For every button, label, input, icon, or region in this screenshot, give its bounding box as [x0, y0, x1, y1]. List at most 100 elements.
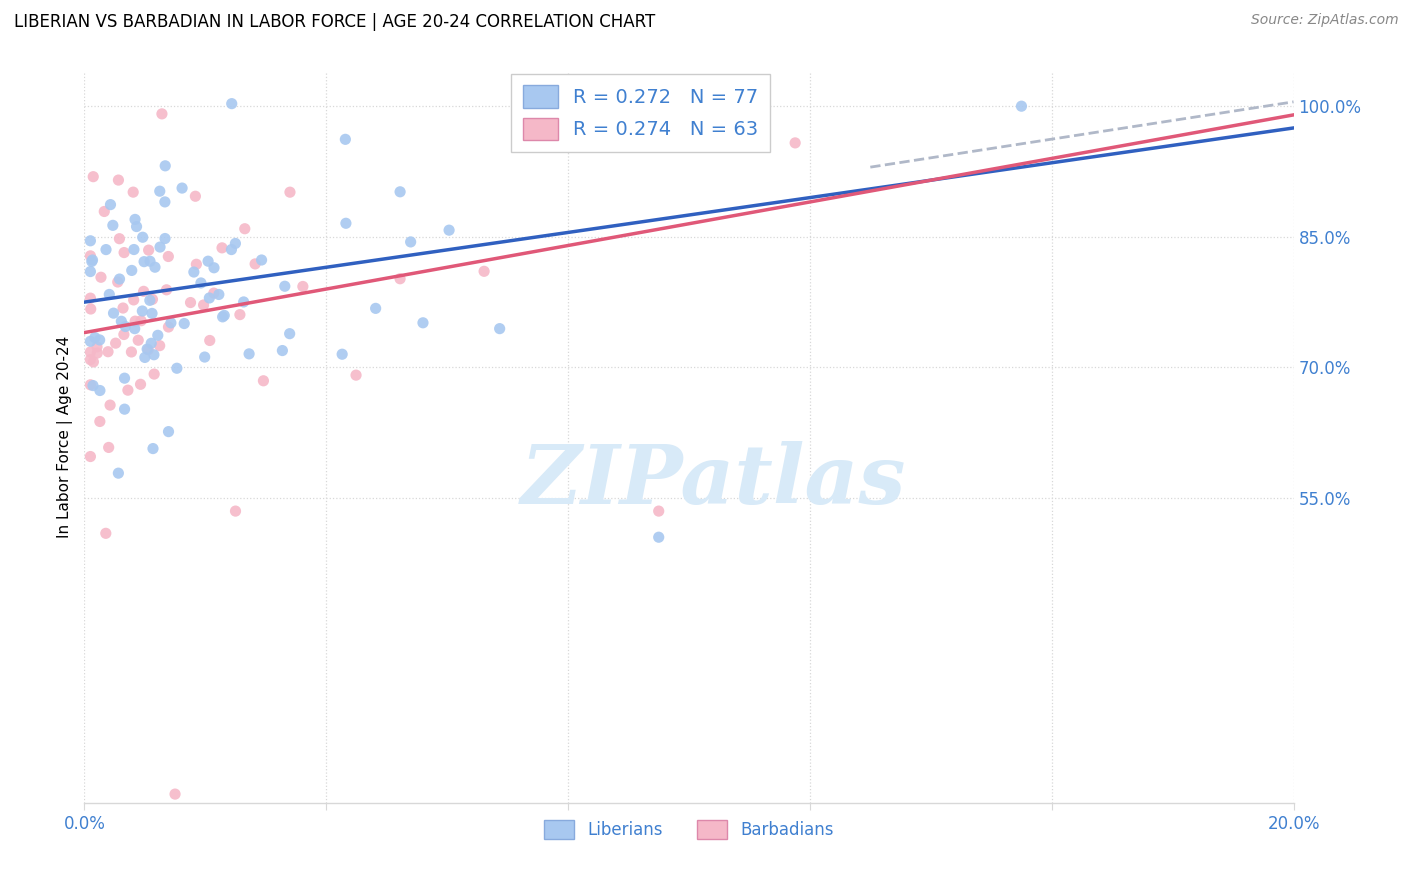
- Point: [186, 257, 208, 271]
- Point: [399, 235, 422, 249]
- Point: [107, 173, 129, 187]
- Point: [172, 181, 194, 195]
- Point: [198, 291, 221, 305]
- Point: [98, 287, 121, 301]
- Point: [157, 250, 180, 264]
- Point: [79, 334, 101, 349]
- Point: [82, 169, 104, 184]
- Point: [149, 240, 172, 254]
- Point: [233, 221, 256, 235]
- Point: [250, 252, 273, 267]
- Point: [648, 530, 671, 544]
- Point: [183, 265, 205, 279]
- Point: [412, 316, 434, 330]
- Point: [94, 526, 117, 541]
- Point: [122, 293, 145, 307]
- Point: [193, 298, 215, 312]
- Point: [80, 301, 103, 316]
- Point: [129, 377, 152, 392]
- Point: [104, 336, 127, 351]
- Point: [212, 309, 235, 323]
- Point: [89, 333, 111, 347]
- Point: [648, 504, 671, 518]
- Point: [437, 223, 460, 237]
- Point: [142, 442, 165, 456]
- Point: [243, 257, 266, 271]
- Point: [125, 219, 148, 234]
- Point: [117, 383, 139, 397]
- Point: [79, 450, 101, 464]
- Point: [79, 291, 101, 305]
- Point: [278, 185, 301, 199]
- Point: [108, 232, 131, 246]
- Point: [132, 285, 155, 299]
- Point: [79, 345, 101, 359]
- Point: [252, 374, 274, 388]
- Point: [153, 194, 176, 209]
- Point: [389, 185, 412, 199]
- Point: [157, 320, 180, 334]
- Point: [100, 197, 122, 211]
- Point: [127, 333, 149, 347]
- Point: [150, 107, 173, 121]
- Point: [160, 316, 183, 330]
- Point: [79, 264, 101, 278]
- Point: [190, 276, 212, 290]
- Point: [173, 317, 195, 331]
- Point: [330, 347, 353, 361]
- Point: [139, 293, 162, 308]
- Point: [122, 185, 145, 199]
- Point: [124, 314, 146, 328]
- Point: [90, 270, 112, 285]
- Point: [80, 254, 103, 268]
- Point: [79, 377, 101, 392]
- Point: [232, 294, 254, 309]
- Point: [211, 241, 233, 255]
- Point: [153, 231, 176, 245]
- Point: [141, 306, 163, 320]
- Point: [278, 326, 301, 341]
- Point: [155, 283, 177, 297]
- Point: [112, 327, 135, 342]
- Point: [198, 334, 221, 348]
- Point: [166, 361, 188, 376]
- Point: [229, 308, 252, 322]
- Y-axis label: In Labor Force | Age 20-24: In Labor Force | Age 20-24: [58, 336, 73, 538]
- Point: [138, 243, 160, 257]
- Point: [98, 398, 121, 412]
- Legend: Liberians, Barbadians: Liberians, Barbadians: [537, 814, 841, 846]
- Point: [194, 350, 217, 364]
- Point: [149, 184, 172, 198]
- Point: [83, 330, 105, 344]
- Point: [141, 336, 163, 351]
- Point: [785, 136, 807, 150]
- Point: [107, 275, 129, 289]
- Point: [108, 272, 131, 286]
- Point: [202, 286, 225, 301]
- Point: [291, 279, 314, 293]
- Point: [93, 204, 115, 219]
- Point: [122, 243, 145, 257]
- Point: [121, 263, 143, 277]
- Point: [110, 314, 132, 328]
- Point: [124, 321, 146, 335]
- Point: [271, 343, 294, 358]
- Point: [1011, 99, 1033, 113]
- Point: [79, 352, 101, 367]
- Point: [202, 260, 225, 275]
- Point: [82, 378, 104, 392]
- Point: [208, 287, 231, 301]
- Point: [97, 441, 120, 455]
- Point: [86, 346, 108, 360]
- Point: [136, 343, 159, 357]
- Point: [165, 787, 187, 801]
- Text: ZIPatlas: ZIPatlas: [520, 441, 905, 521]
- Point: [344, 368, 367, 383]
- Point: [79, 234, 101, 248]
- Point: [132, 254, 155, 268]
- Point: [101, 219, 124, 233]
- Point: [184, 189, 207, 203]
- Point: [364, 301, 387, 316]
- Point: [86, 340, 108, 354]
- Point: [238, 347, 260, 361]
